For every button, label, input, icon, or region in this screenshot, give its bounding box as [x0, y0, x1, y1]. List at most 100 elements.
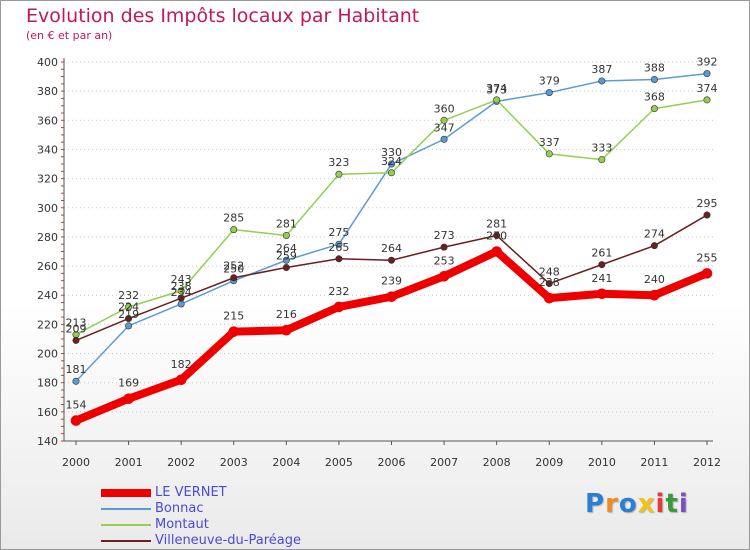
data-label-bonnac: 379: [539, 75, 560, 88]
data-label-bonnac: 330: [381, 146, 402, 159]
data-point-montaut: [545, 150, 553, 158]
data-point-montaut: [282, 231, 290, 239]
data-label-montaut: 333: [591, 142, 612, 155]
data-label-bonnac: 181: [66, 363, 87, 376]
data-label-le-vernet: 215: [223, 310, 244, 323]
y-tick-label: 340: [37, 143, 58, 156]
data-point-villeneuve-du-par-age: [545, 280, 553, 288]
data-label-villeneuve-du-par-age: 281: [486, 217, 507, 230]
x-tick-label: 2007: [430, 456, 458, 469]
y-tick-label: 200: [37, 348, 58, 361]
data-label-le-vernet: 270: [486, 230, 507, 243]
y-tick-label: 280: [37, 231, 58, 244]
x-tick-label: 2002: [167, 456, 195, 469]
data-label-bonnac: 234: [171, 286, 192, 299]
data-label-montaut: 324: [381, 155, 402, 168]
data-label-montaut: 337: [539, 136, 560, 149]
data-label-bonnac: 347: [434, 121, 455, 134]
data-point-le-vernet: [228, 326, 240, 337]
x-tick-label: 2010: [588, 456, 616, 469]
data-point-montaut: [650, 105, 658, 113]
data-label-le-vernet: 253: [434, 254, 455, 267]
data-point-bonnac: [440, 135, 448, 143]
chart-subtitle: (en € et par an): [26, 29, 113, 42]
y-tick-label: 360: [37, 114, 58, 127]
data-label-bonnac: 275: [328, 226, 349, 239]
data-label-villeneuve-du-par-age: 252: [223, 260, 244, 273]
data-label-le-vernet: 182: [171, 358, 192, 371]
legend-swatch-villeneuve-du-par-age: [101, 540, 151, 542]
logo-letter: x: [637, 489, 656, 519]
data-label-montaut: 243: [171, 273, 192, 286]
data-point-montaut: [177, 287, 185, 295]
logo-letter: i: [655, 489, 666, 519]
x-tick-label: 2009: [535, 456, 563, 469]
y-tick-label: 380: [37, 85, 58, 98]
data-point-villeneuve-du-par-age: [72, 336, 80, 344]
data-point-villeneuve-du-par-age: [598, 261, 606, 269]
data-point-villeneuve-du-par-age: [440, 243, 448, 251]
data-point-villeneuve-du-par-age: [230, 274, 238, 282]
data-point-villeneuve-du-par-age: [282, 264, 290, 272]
data-point-le-vernet: [281, 324, 292, 336]
data-point-le-vernet: [333, 301, 345, 313]
data-label-montaut: 374: [486, 82, 507, 95]
data-point-montaut: [493, 96, 501, 104]
legend-label-montaut: Montaut: [155, 517, 209, 532]
data-label-villeneuve-du-par-age: 238: [171, 280, 192, 293]
legend-label-bonnac: Bonnac: [155, 501, 204, 516]
data-label-le-vernet: 238: [539, 276, 560, 289]
data-point-montaut: [387, 169, 395, 177]
data-label-villeneuve-du-par-age: 248: [539, 266, 560, 279]
data-label-le-vernet: 240: [644, 273, 665, 286]
data-label-montaut: 323: [328, 156, 349, 169]
data-label-montaut: 232: [118, 289, 139, 302]
data-label-bonnac: 219: [118, 308, 139, 321]
data-label-villeneuve-du-par-age: 273: [434, 229, 455, 242]
data-label-le-vernet: 241: [591, 272, 612, 285]
data-label-le-vernet: 216: [276, 308, 297, 321]
data-label-bonnac: 250: [223, 263, 244, 276]
y-tick-label: 180: [37, 377, 58, 390]
data-point-villeneuve-du-par-age: [125, 315, 133, 323]
data-label-villeneuve-du-par-age: 264: [381, 242, 402, 255]
data-label-bonnac: 388: [644, 61, 665, 74]
data-point-bonnac: [545, 89, 553, 97]
data-point-le-vernet: [543, 292, 555, 304]
x-tick-label: 2012: [693, 456, 721, 469]
data-label-le-vernet: 239: [381, 275, 402, 288]
logo-letter: P: [585, 489, 606, 519]
data-point-montaut: [440, 116, 448, 124]
legend-label-le-vernet: LE VERNET: [155, 485, 227, 500]
logo-letter: t: [665, 489, 679, 519]
data-point-le-vernet: [123, 393, 134, 405]
logo-letter: o: [618, 489, 638, 519]
data-label-le-vernet: 255: [697, 251, 718, 264]
logo-letter: r: [605, 489, 619, 519]
y-tick-label: 400: [37, 56, 58, 69]
x-tick-label: 2011: [640, 456, 668, 469]
data-label-montaut: 368: [644, 91, 665, 104]
x-tick-label: 2006: [378, 456, 406, 469]
y-tick-label: 140: [37, 435, 58, 448]
data-point-le-vernet: [491, 246, 502, 257]
data-label-le-vernet: 169: [118, 377, 139, 390]
x-tick-label: 2000: [62, 456, 90, 469]
logo-letter: i: [678, 489, 689, 519]
data-label-villeneuve-du-par-age: 209: [66, 322, 87, 335]
y-tick-label: 160: [37, 406, 58, 419]
data-label-le-vernet: 154: [66, 399, 87, 412]
data-label-bonnac: 373: [486, 83, 507, 96]
y-tick-label: 240: [37, 289, 58, 302]
data-point-le-vernet: [70, 415, 82, 426]
legend-swatch-bonnac: [101, 508, 151, 510]
data-point-villeneuve-du-par-age: [387, 256, 395, 264]
data-point-bonnac: [282, 256, 290, 264]
data-point-montaut: [335, 170, 343, 178]
legend-label-villeneuve-du-par-age: Villeneuve-du-Paréage: [155, 533, 301, 548]
data-label-montaut: 360: [434, 102, 455, 115]
data-point-bonnac: [650, 75, 658, 83]
data-point-le-vernet: [175, 374, 187, 386]
